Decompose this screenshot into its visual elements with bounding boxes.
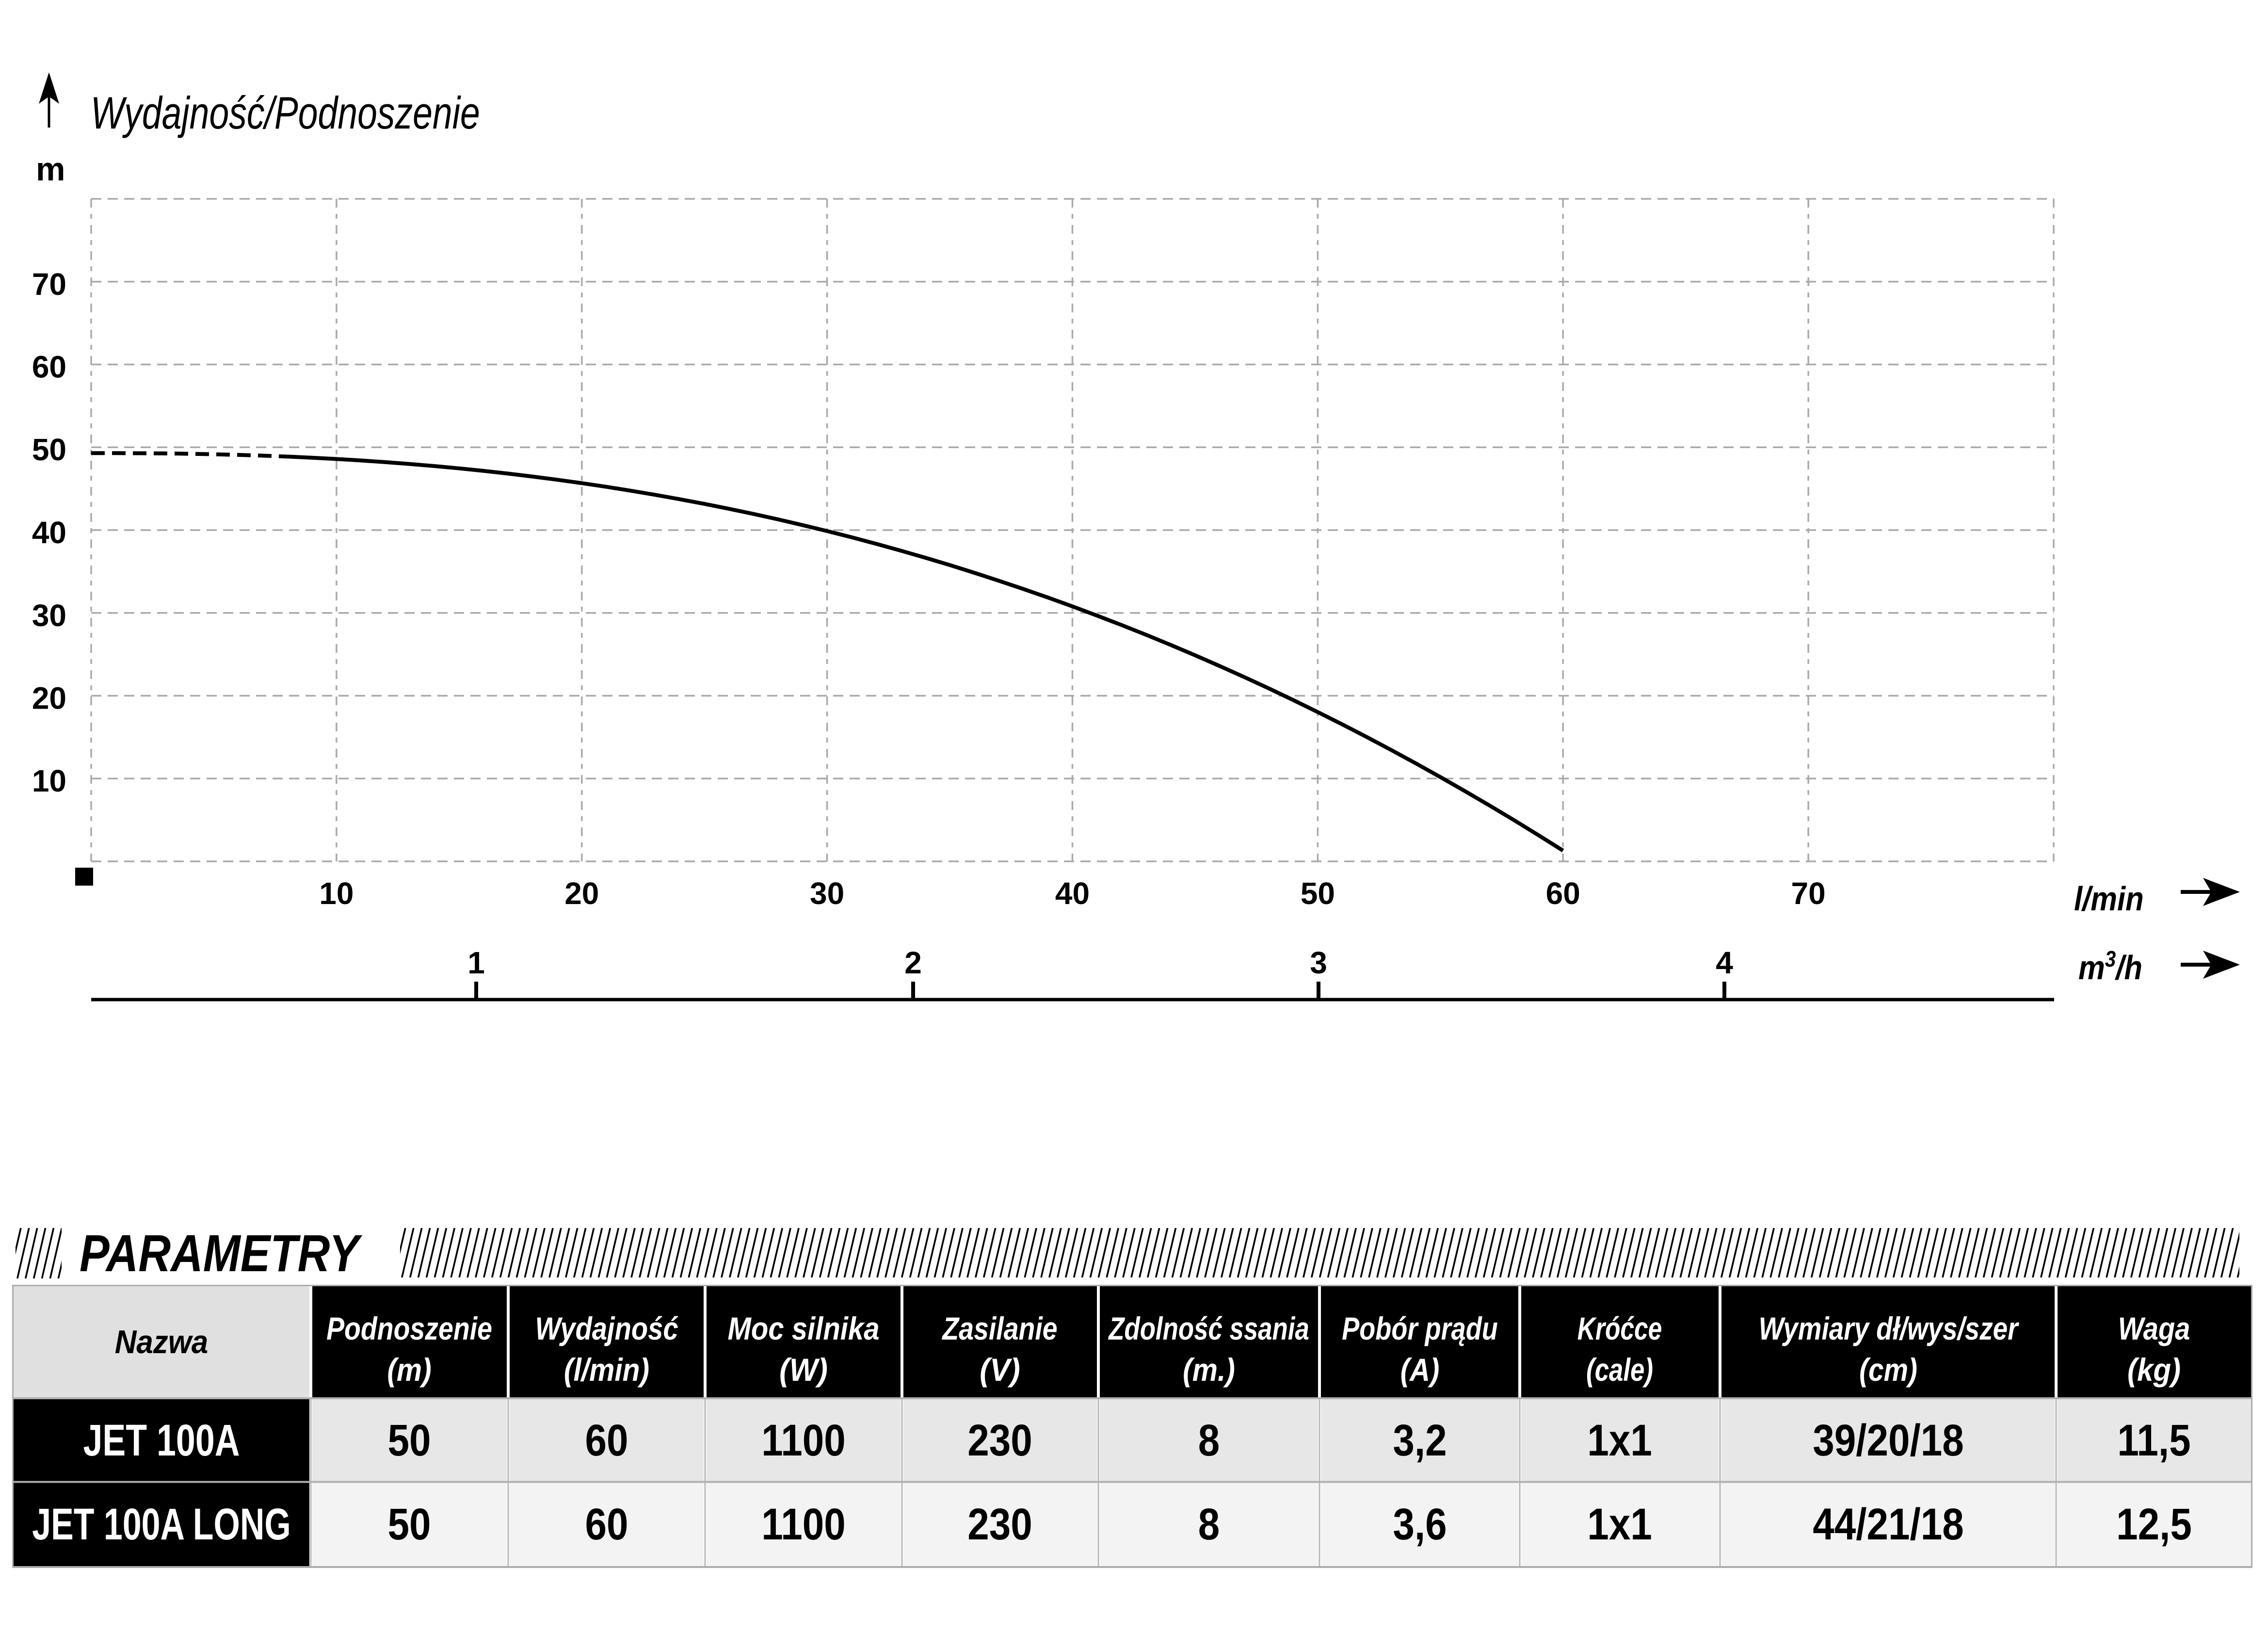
svg-text:(W): (W) (779, 1352, 828, 1388)
svg-text:8: 8 (1198, 1500, 1220, 1549)
svg-text:PARAMETRY: PARAMETRY (80, 1224, 363, 1282)
svg-text:Moc silnika: Moc silnika (727, 1311, 879, 1347)
svg-text:(m): (m) (387, 1352, 431, 1388)
svg-text:Nazwa: Nazwa (115, 1323, 209, 1360)
svg-text:20: 20 (564, 876, 599, 911)
svg-text:40: 40 (1055, 876, 1090, 911)
svg-text:10: 10 (32, 763, 66, 798)
svg-text:1x1: 1x1 (1587, 1500, 1652, 1549)
svg-text:60: 60 (32, 350, 66, 385)
svg-text:30: 30 (32, 598, 66, 633)
svg-text:m: m (36, 151, 65, 188)
svg-text:(A): (A) (1400, 1353, 1440, 1388)
svg-text:Podnoszenie: Podnoszenie (326, 1310, 492, 1346)
svg-text:(cale): (cale) (1586, 1352, 1653, 1388)
svg-text:m3/h: m3/h (2078, 947, 2142, 986)
svg-text:8: 8 (1198, 1416, 1220, 1465)
svg-text:50: 50 (1301, 876, 1335, 911)
svg-text:(cm): (cm) (1859, 1352, 1917, 1388)
svg-text:Wymiary dł/wys/szer: Wymiary dł/wys/szer (1759, 1310, 2020, 1346)
svg-text:l/min: l/min (2074, 879, 2144, 918)
svg-text:1: 1 (467, 945, 485, 980)
svg-text:60: 60 (1546, 876, 1580, 911)
svg-text:JET 100A: JET 100A (83, 1415, 240, 1465)
svg-text:4: 4 (1716, 945, 1733, 980)
svg-text:60: 60 (585, 1500, 628, 1549)
svg-text:10: 10 (319, 876, 354, 911)
svg-text:3,2: 3,2 (1393, 1416, 1447, 1465)
svg-text:(m.): (m.) (1183, 1352, 1235, 1388)
svg-text:(l/min): (l/min) (564, 1352, 649, 1388)
svg-text:Wydajność/Podnoszenie: Wydajność/Podnoszenie (91, 87, 480, 138)
svg-text:50: 50 (387, 1500, 431, 1549)
svg-text:1x1: 1x1 (1587, 1416, 1652, 1465)
svg-text:12,5: 12,5 (2116, 1500, 2192, 1549)
svg-text:(kg): (kg) (2127, 1352, 2181, 1388)
svg-text:Zdolność ssania: Zdolność ssania (1108, 1310, 1309, 1346)
svg-text:Króćce: Króćce (1577, 1310, 1662, 1347)
svg-text:30: 30 (810, 876, 844, 911)
svg-text:2: 2 (904, 945, 922, 980)
svg-text:50: 50 (387, 1416, 431, 1465)
svg-text:Pobór prądu: Pobór prądu (1342, 1310, 1498, 1346)
svg-text:Waga: Waga (2118, 1311, 2190, 1346)
svg-text:70: 70 (1791, 876, 1826, 911)
svg-text:40: 40 (32, 515, 66, 550)
svg-text:44/21/18: 44/21/18 (1813, 1500, 1964, 1549)
svg-text:230: 230 (967, 1500, 1032, 1549)
svg-text:39/20/18: 39/20/18 (1813, 1416, 1964, 1465)
svg-text:1100: 1100 (761, 1500, 846, 1549)
svg-text:70: 70 (32, 267, 66, 302)
svg-text:1100: 1100 (761, 1416, 846, 1465)
svg-text:20: 20 (32, 681, 66, 716)
svg-text:50: 50 (32, 432, 66, 467)
svg-text:Zasilanie: Zasilanie (942, 1310, 1058, 1346)
svg-text:Wydajność: Wydajność (535, 1311, 678, 1346)
svg-text:3: 3 (1310, 945, 1327, 980)
svg-text:(V): (V) (980, 1352, 1020, 1388)
svg-text:JET 100A LONG: JET 100A LONG (32, 1500, 290, 1549)
svg-text:3,6: 3,6 (1393, 1500, 1447, 1549)
svg-text:11,5: 11,5 (2117, 1416, 2190, 1465)
svg-text:60: 60 (585, 1416, 628, 1465)
svg-text:230: 230 (967, 1416, 1032, 1465)
